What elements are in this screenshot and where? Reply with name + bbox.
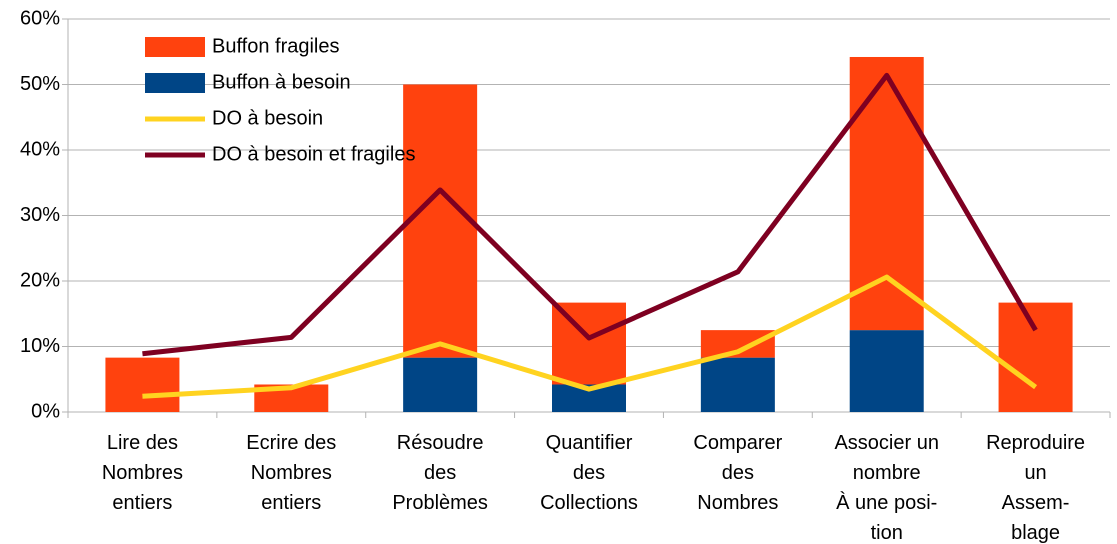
legend-label: DO à besoin et fragiles [212, 143, 415, 165]
bar [105, 357, 180, 412]
x-tick-label-line: blage [1011, 522, 1060, 544]
bar [700, 357, 775, 412]
y-tick-label: 0% [31, 400, 60, 422]
legend-swatch [145, 73, 205, 93]
line [142, 72, 1038, 357]
y-tick-label: 40% [20, 138, 60, 160]
y-tick-label: 30% [20, 204, 60, 226]
line [142, 274, 1038, 399]
x-tick-label-line: Ecrire des [246, 432, 336, 454]
x-tick-label-line: Problèmes [392, 492, 488, 514]
x-tick-label: Reproduire un Assem-blage [986, 432, 1085, 544]
bar [849, 330, 924, 412]
x-tick-label-line: Associer un [834, 432, 939, 454]
x-tick-label-line: Nombres [102, 462, 183, 484]
x-tick-label: Résoudre des Problèmes [392, 432, 488, 514]
x-tick-label: Lire des Nombres entiers [102, 432, 183, 514]
x-tick-label-line: Nombres [697, 492, 778, 514]
legend-label: Buffon à besoin [212, 71, 351, 93]
legend-label: Buffon fragiles [212, 35, 340, 57]
bar [998, 302, 1073, 412]
x-tick-label-line: Reproduire [986, 432, 1085, 454]
x-tick-label-line: Collections [540, 492, 638, 514]
x-tick-label-line: entiers [112, 492, 172, 514]
x-tick-label-line: tion [871, 522, 903, 544]
x-tick-label-line: des [722, 462, 754, 484]
x-tick-label-line: Lire des [107, 432, 178, 454]
x-tick-label-line: des [573, 462, 605, 484]
x-tick-label-line: des [424, 462, 456, 484]
x-tick-label-line: Comparer [693, 432, 782, 454]
y-tick-label: 20% [20, 269, 60, 291]
x-tick-label-line: Résoudre [397, 432, 484, 454]
x-tick-label: Comparer des Nombres [693, 432, 782, 514]
x-tick-label-line: À une posi- [836, 491, 937, 514]
x-tick-label-line: Quantifier [546, 432, 633, 454]
x-tick-label-line: Assem- [1002, 492, 1070, 514]
x-tick-label: Associer un nombre À une posi-tion [834, 432, 939, 544]
x-tick-label: Ecrire des Nombres entiers [246, 432, 336, 514]
x-tick-label-line: Nombres [251, 462, 332, 484]
y-tick-label: 50% [20, 73, 60, 95]
x-tick-label-line: entiers [261, 492, 321, 514]
x-tick-label-line: nombre [853, 462, 921, 484]
x-tick-label: Quantifier des Collections [540, 432, 638, 514]
legend-label: DO à besoin [212, 107, 323, 129]
y-tick-label: 60% [20, 7, 60, 29]
bar [403, 357, 478, 412]
bar [403, 84, 478, 358]
x-tick-label-line: un [1024, 462, 1046, 484]
legend-swatch [145, 37, 205, 57]
bar [849, 56, 924, 331]
y-tick-label: 10% [20, 335, 60, 357]
